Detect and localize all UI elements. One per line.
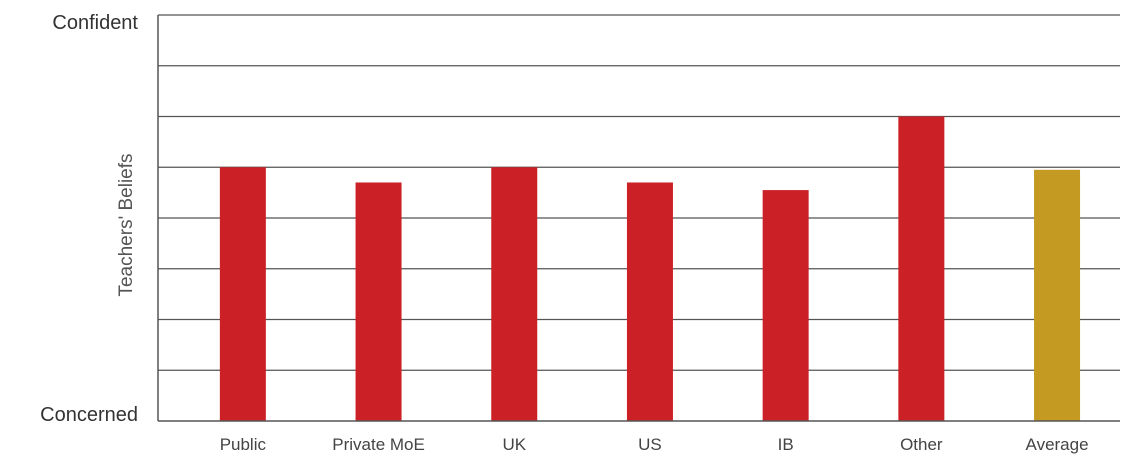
bar-uk <box>491 167 538 421</box>
bar-public <box>219 167 266 421</box>
x-tick-label: Public <box>220 435 267 454</box>
y-top-label: Confident <box>52 12 138 34</box>
bars <box>219 116 1081 421</box>
x-tick-label: Average <box>1026 435 1089 454</box>
bar-ib <box>762 190 809 421</box>
x-tick-label: Private MoE <box>332 435 425 454</box>
y-bottom-label: Concerned <box>40 404 138 426</box>
bar-private-moe <box>355 182 402 421</box>
x-tick-labels: Public Private MoE UK US IB Other Average <box>220 435 1089 454</box>
x-tick-label: US <box>638 435 662 454</box>
x-tick-label: Other <box>900 435 943 454</box>
x-tick-label: IB <box>778 435 794 454</box>
bar-other <box>898 116 945 421</box>
axes <box>157 15 1120 422</box>
x-tick-label: UK <box>502 435 526 454</box>
bar-us <box>626 182 673 421</box>
y-axis-title: Teachers' Beliefs <box>116 153 137 296</box>
bar-average <box>1034 169 1081 421</box>
